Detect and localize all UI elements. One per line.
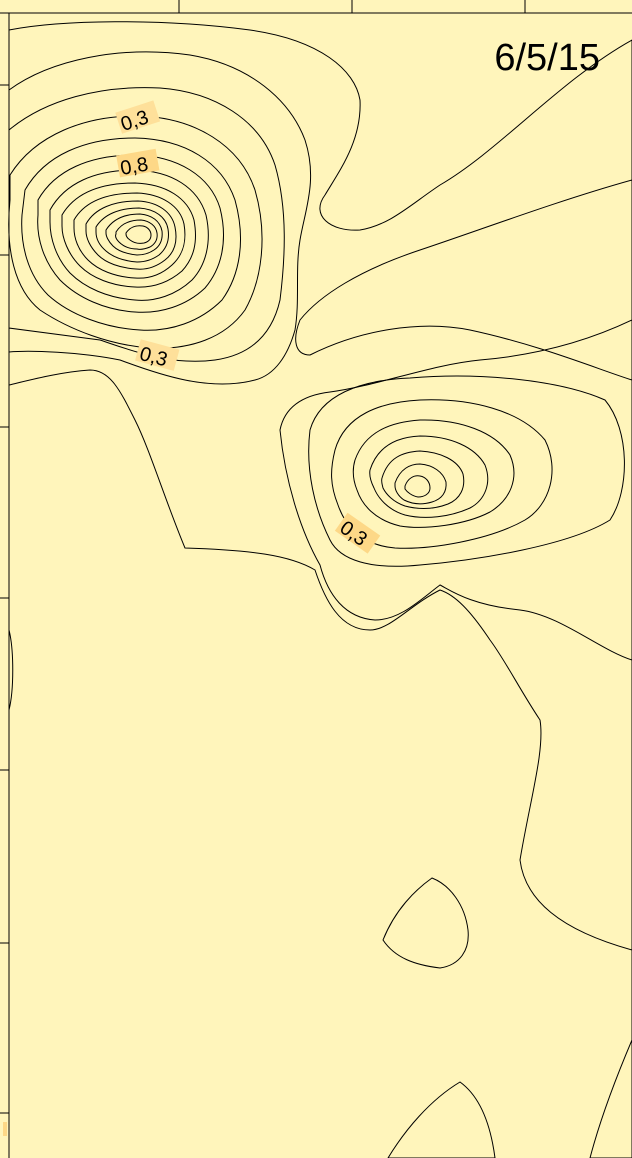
- chart-title: 6/5/15: [494, 37, 600, 79]
- contour-peak-right: [404, 475, 431, 498]
- contour-label-2: 0,8: [119, 153, 150, 179]
- contour-band-13-left: [115, 219, 158, 250]
- contour-band-12-left: [105, 213, 163, 256]
- contour-band-3-right: [308, 375, 625, 567]
- contour-band-5-left: [21, 137, 241, 331]
- contour-band-2-left: [8, 51, 312, 385]
- contour-loop-lower-1: [382, 877, 469, 969]
- contour-band-11-left: [95, 207, 169, 263]
- contour-band-8-right: [394, 463, 447, 505]
- contour-peak-left: [125, 225, 152, 244]
- contour-band-8-left: [61, 182, 196, 288]
- contour-band-3-left: [8, 87, 285, 362]
- contour-band-5-right: [352, 419, 515, 528]
- contour-band-9-left: [73, 192, 186, 279]
- contour-band-6-right: [369, 435, 489, 518]
- contour-band-10-left: [85, 200, 177, 270]
- contour-band-outer: [8, 21, 632, 1158]
- contour-band-2-right: [279, 179, 632, 661]
- contour-loop-left-edge: [8, 629, 14, 711]
- contour-band-4-right: [331, 399, 553, 549]
- bottom-left-marker: [3, 1122, 7, 1136]
- contour-loop-lower-2: [387, 1081, 496, 1158]
- contour-band-7-right: [381, 450, 465, 509]
